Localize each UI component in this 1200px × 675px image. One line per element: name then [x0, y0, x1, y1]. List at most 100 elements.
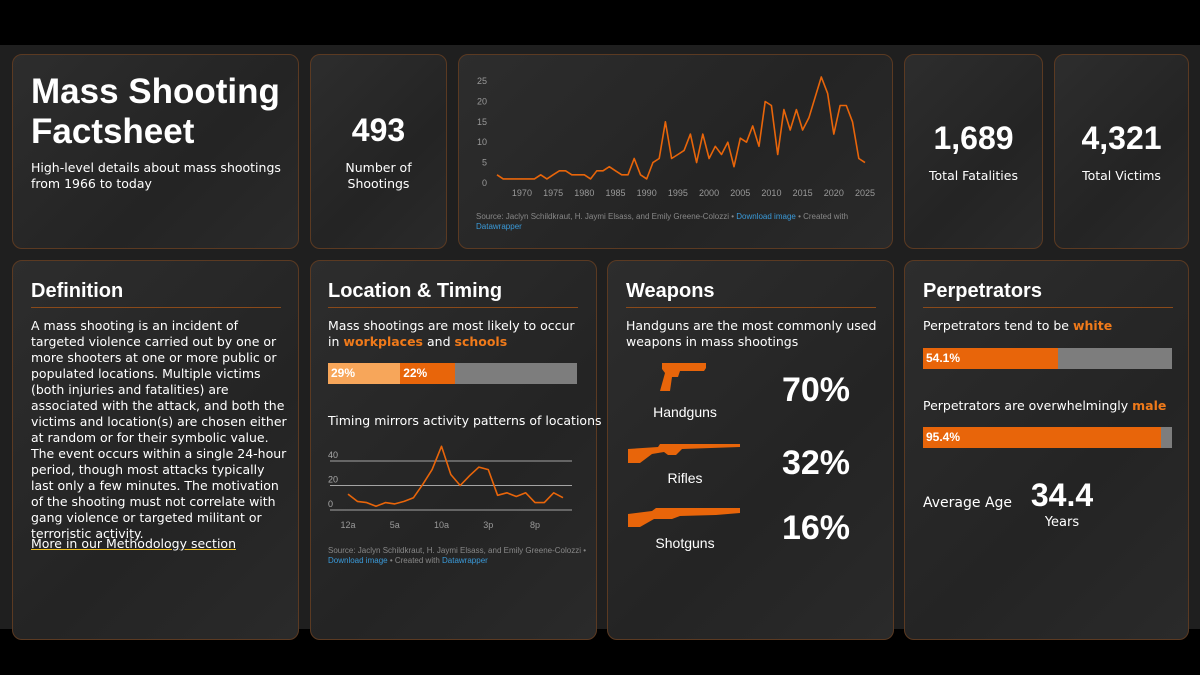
created-text: • Created with	[389, 556, 440, 565]
weapon-name: Shotguns	[655, 535, 715, 551]
weapon-name: Handguns	[653, 404, 717, 420]
y-tick-label: 15	[477, 117, 487, 127]
stat-card	[310, 54, 447, 249]
location-intro: Mass shootings are most likely to occur …	[328, 318, 583, 350]
card-heading: Location & Timing	[328, 280, 503, 302]
tool-link[interactable]: Datawrapper	[442, 556, 488, 565]
x-tick-label: 1995	[668, 188, 688, 198]
shotgun-icon	[628, 508, 740, 527]
sex-bar: 95.4%	[923, 427, 1172, 448]
race-text: Perpetrators tend to be white	[923, 318, 1112, 334]
x-tick-label: 1990	[637, 188, 657, 198]
x-tick-label: 12a	[340, 520, 355, 530]
source-note: Source: Jaclyn Schildkraut, H. Jaymi Els…	[328, 546, 588, 566]
text: Perpetrators are overwhelmingly	[923, 398, 1129, 413]
y-tick-label: 10	[477, 137, 487, 147]
line	[496, 76, 866, 180]
heading-rule	[626, 307, 876, 308]
y-tick-label: 20	[477, 96, 487, 106]
line	[347, 445, 564, 508]
x-tick-label: 1975	[543, 188, 563, 198]
timeline-card	[458, 54, 893, 249]
card-heading: Perpetrators	[923, 280, 1042, 302]
source-note: Source: Jaclyn Schildkraut, H. Jaymi Els…	[476, 212, 856, 232]
y-tick-label: 0	[328, 499, 333, 509]
x-tick-label: 2020	[824, 188, 844, 198]
card-heading: Weapons	[626, 280, 715, 302]
title-card	[12, 54, 299, 249]
bar-segment: 29%	[328, 363, 401, 384]
highlight: white	[1072, 318, 1113, 333]
bar-segment: 95.4%	[923, 427, 1161, 448]
heading-rule	[923, 307, 1173, 308]
stat-value: 1,689	[933, 120, 1014, 156]
x-tick-label: 1985	[605, 188, 625, 198]
x-tick-label: 2025	[855, 188, 875, 198]
x-tick-label: 1980	[574, 188, 594, 198]
handgun-icon	[660, 363, 706, 391]
heading-rule	[31, 307, 281, 308]
subtitle: High-level details about mass shootings …	[31, 160, 281, 191]
card-heading: Definition	[31, 280, 124, 302]
y-tick-label: 40	[328, 450, 338, 460]
weapon-name: Rifles	[667, 470, 703, 486]
download-link[interactable]: Download image	[328, 556, 388, 565]
tool-link[interactable]: Datawrapper	[476, 222, 522, 231]
stat-card	[1054, 54, 1189, 249]
y-tick-label: 0	[482, 178, 487, 188]
page-title: Mass Shooting Factsheet	[31, 72, 280, 151]
stat-value: 4,321	[1081, 120, 1162, 156]
x-tick-label: 10a	[434, 520, 449, 530]
weapon-icons	[628, 363, 740, 527]
x-tick-label: 8p	[530, 520, 540, 530]
stat-label: Total Victims	[1082, 168, 1161, 183]
age-unit: Years	[1044, 515, 1080, 530]
download-link[interactable]: Download image	[736, 212, 796, 221]
hourly-chart: 0 20 40 12a 5a 10a 3p 8p	[328, 445, 572, 530]
source-text: Source: Jaclyn Schildkraut, H. Jaymi Els…	[476, 212, 735, 221]
weapon-share: 70%	[781, 371, 851, 409]
x-tick-label: 2015	[793, 188, 813, 198]
weapon-share: 16%	[781, 509, 851, 547]
stat-value: 493	[351, 112, 406, 148]
source-text: Source: Jaclyn Schildkraut, H. Jaymi Els…	[328, 546, 587, 555]
rifle-icon	[628, 444, 740, 463]
sex-text: Perpetrators are overwhelmingly male	[923, 398, 1166, 414]
age-value: 34.4	[1030, 477, 1094, 513]
methodology-link[interactable]: More in our Methodology section	[31, 536, 236, 551]
x-tick-label: 2005	[730, 188, 750, 198]
highlight: schools	[454, 334, 508, 349]
stat-label: Number of Shootings	[345, 160, 412, 191]
weapons-intro: Handguns are the most commonly used weap…	[626, 318, 877, 349]
created-text: • Created with	[798, 212, 849, 221]
location-bar: 29% 22%	[328, 363, 577, 384]
x-tick-label: 3p	[483, 520, 493, 530]
heading-rule	[328, 307, 578, 308]
highlight: workplaces	[343, 334, 423, 349]
highlight: male	[1132, 398, 1167, 413]
y-tick-label: 5	[482, 158, 487, 168]
y-tick-label: 20	[328, 474, 338, 484]
age-label: Average Age	[923, 495, 1013, 511]
text: Perpetrators tend to be	[923, 318, 1069, 333]
location-card	[310, 260, 597, 640]
definition-card	[12, 260, 299, 640]
race-bar: 54.1%	[923, 348, 1172, 369]
stat-label: Total Fatalities	[929, 168, 1018, 183]
intro-text: Mass shootings are most likely to occur …	[328, 318, 575, 349]
x-tick-label: 2000	[699, 188, 719, 198]
timing-title: Timing mirrors activity patterns of loca…	[328, 413, 602, 428]
perpetrators-card	[904, 260, 1189, 640]
x-tick-label: 5a	[390, 520, 400, 530]
y-tick-label: 25	[477, 76, 487, 86]
x-tick-label: 2010	[761, 188, 781, 198]
conjunction: and	[426, 334, 451, 349]
x-tick-label: 1970	[512, 188, 532, 198]
stat-card	[904, 54, 1043, 249]
bar-segment: 54.1%	[923, 348, 1058, 369]
weapon-share: 32%	[781, 444, 851, 482]
bar-segment: 22%	[400, 363, 455, 384]
definition-text: A mass shooting is an incident of target…	[31, 318, 287, 541]
